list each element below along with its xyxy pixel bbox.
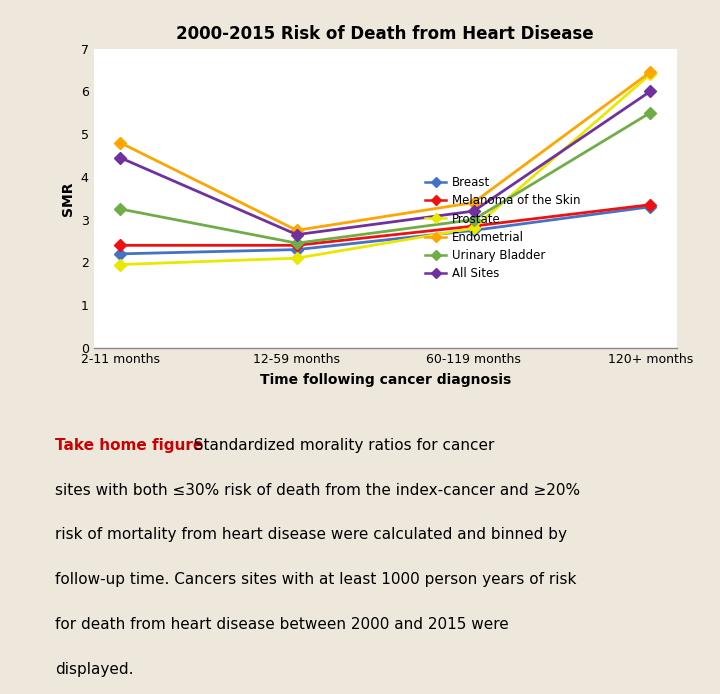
Line: Breast: Breast (116, 203, 654, 258)
Breast (292, 246, 301, 254)
Breast (646, 203, 654, 211)
Y-axis label: SMR: SMR (61, 181, 75, 216)
Urinary Bladder (116, 205, 125, 213)
Breast (469, 226, 478, 235)
Melanoma of the Skin (116, 241, 125, 249)
All Sites (292, 230, 301, 239)
Endometrial (116, 139, 125, 147)
Line: Urinary Bladder: Urinary Bladder (116, 108, 654, 247)
Text: Take home figure: Take home figure (55, 438, 204, 452)
Breast (116, 250, 125, 258)
Prostate (116, 260, 125, 269)
Melanoma of the Skin (646, 201, 654, 209)
Urinary Bladder (469, 215, 478, 223)
Endometrial (469, 198, 478, 207)
Text: displayed.: displayed. (55, 661, 134, 677)
Melanoma of the Skin (292, 241, 301, 249)
Prostate (469, 224, 478, 232)
Urinary Bladder (646, 108, 654, 117)
Endometrial (292, 226, 301, 235)
Line: Prostate: Prostate (116, 70, 654, 269)
Line: All Sites: All Sites (116, 87, 654, 239)
X-axis label: Time following cancer diagnosis: Time following cancer diagnosis (260, 373, 510, 387)
Text: risk of mortality from heart disease were calculated and binned by: risk of mortality from heart disease wer… (55, 527, 567, 542)
All Sites (116, 153, 125, 162)
Endometrial (646, 68, 654, 76)
Text: follow-up time. Cancers sites with at least 1000 person years of risk: follow-up time. Cancers sites with at le… (55, 572, 577, 587)
Line: Endometrial: Endometrial (116, 68, 654, 235)
Text: sites with both ≤30% risk of death from the index-cancer and ≥20%: sites with both ≤30% risk of death from … (55, 482, 580, 498)
Legend: Breast, Melanoma of the Skin, Prostate, Endometrial, Urinary Bladder, All Sites: Breast, Melanoma of the Skin, Prostate, … (420, 171, 585, 285)
Title: 2000-2015 Risk of Death from Heart Disease: 2000-2015 Risk of Death from Heart Disea… (176, 25, 594, 43)
Prostate (646, 70, 654, 78)
Line: Melanoma of the Skin: Melanoma of the Skin (116, 201, 654, 249)
Prostate (292, 254, 301, 262)
Text: Standardized morality ratios for cancer: Standardized morality ratios for cancer (184, 438, 495, 452)
All Sites (469, 207, 478, 215)
All Sites (646, 87, 654, 96)
Urinary Bladder (292, 239, 301, 247)
Text: for death from heart disease between 2000 and 2015 were: for death from heart disease between 200… (55, 617, 509, 632)
Melanoma of the Skin (469, 222, 478, 230)
